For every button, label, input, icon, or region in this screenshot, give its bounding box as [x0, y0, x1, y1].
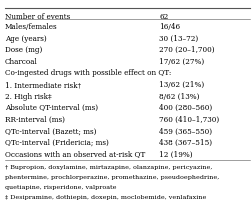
Text: 438 (367–515): 438 (367–515): [159, 139, 212, 147]
Text: 17/62 (27%): 17/62 (27%): [159, 58, 204, 66]
Text: 760 (410–1,730): 760 (410–1,730): [159, 116, 219, 124]
Text: ‡ Desipramine, dothiepin, doxepin, moclobemide, venlafaxine: ‡ Desipramine, dothiepin, doxepin, moclo…: [5, 195, 206, 200]
Text: 459 (365–550): 459 (365–550): [159, 127, 212, 135]
Text: 400 (280–560): 400 (280–560): [159, 104, 212, 112]
Text: 1. Intermediate risk†: 1. Intermediate risk†: [5, 81, 81, 89]
Text: Number of events: Number of events: [5, 13, 70, 21]
Text: Charcoal: Charcoal: [5, 58, 38, 66]
Text: Occasions with an observed at-risk QT: Occasions with an observed at-risk QT: [5, 151, 145, 159]
Text: 16/46: 16/46: [159, 23, 180, 31]
Text: QTc-interval (Fridericia; ms): QTc-interval (Fridericia; ms): [5, 139, 109, 147]
Text: 62: 62: [159, 13, 168, 21]
Text: Co-ingested drugs with possible effect on QT:: Co-ingested drugs with possible effect o…: [5, 69, 171, 77]
Text: Dose (mg): Dose (mg): [5, 46, 42, 54]
Text: Absolute QT-interval (ms): Absolute QT-interval (ms): [5, 104, 98, 112]
Text: RR-interval (ms): RR-interval (ms): [5, 116, 65, 124]
Text: 2. High risk‡: 2. High risk‡: [5, 93, 51, 101]
Text: 8/62 (13%): 8/62 (13%): [159, 93, 199, 101]
Text: Age (years): Age (years): [5, 35, 47, 43]
Text: 30 (13–72): 30 (13–72): [159, 35, 198, 43]
Text: phentermine, prochlorperazine, promethazine, pseudoephedrine,: phentermine, prochlorperazine, promethaz…: [5, 175, 218, 180]
Text: Males/females: Males/females: [5, 23, 57, 31]
Text: QTc-interval (Bazett; ms): QTc-interval (Bazett; ms): [5, 127, 96, 135]
Text: † Bupropion, doxylamine, mirtazapine, olanzapine, pericyazine,: † Bupropion, doxylamine, mirtazapine, ol…: [5, 165, 212, 170]
Text: quetiapine, risperidone, valproate: quetiapine, risperidone, valproate: [5, 185, 116, 190]
Text: 12 (19%): 12 (19%): [159, 151, 192, 159]
Text: 13/62 (21%): 13/62 (21%): [159, 81, 204, 89]
Text: 270 (20–1,700): 270 (20–1,700): [159, 46, 214, 54]
